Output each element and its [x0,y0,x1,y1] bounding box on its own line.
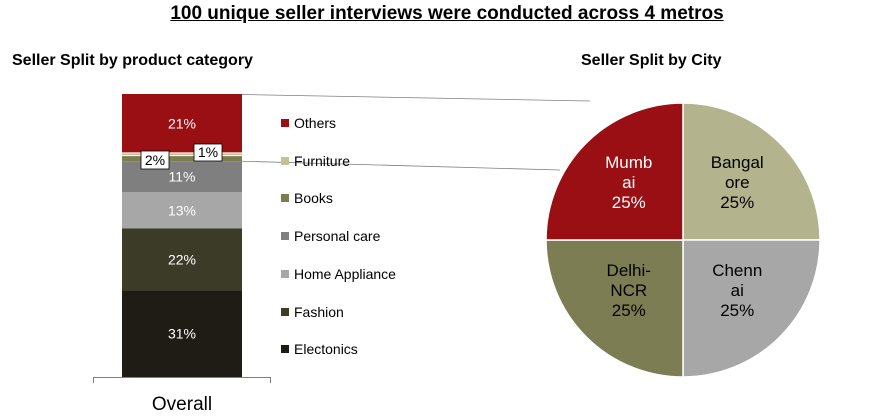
legend-label: Electonics [294,341,358,358]
legend-label: Fashion [294,303,344,320]
legend-item-electonics: Electonics [281,339,358,359]
pie-label-mumbai: Mumb ai 25% [605,153,652,212]
pie-slice-mumbai [545,102,684,241]
legend-label: Home Appliance [294,265,396,282]
pie-slice-chennai [682,239,821,378]
legend-swatch [281,345,289,354]
legend-swatch [281,194,289,203]
pie-label-chennai: Chenn ai 25% [712,261,762,320]
pie-slice-bangalore [682,102,821,241]
legend-item-fashion: Fashion [281,302,344,322]
bar-segment-books [122,155,242,162]
bar-segment-others [122,94,242,153]
connector-line-bottom [241,160,561,171]
data-label-others: 21% [168,115,196,131]
pie-slice-delhi-ncr [545,239,684,378]
data-label-personal-care: 11% [169,169,196,185]
data-label-furniture: 1% [198,144,218,160]
bar-segment-electonics [122,290,242,377]
x-tick-label: Overall [152,394,212,415]
legend-swatch [281,119,289,127]
legend-label: Furniture [294,152,351,169]
bar-segment-furniture [122,152,242,156]
legend-item-furniture: Furniture [281,151,350,171]
legend-item-personal-care: Personal care [281,226,380,246]
legend-swatch [281,269,289,278]
bar-chart-title: Seller Split by product category [12,52,253,69]
bar-segment-fashion [122,228,242,291]
data-label-box-books [140,150,170,170]
pie-label-bangalore: Bangal ore 25% [711,153,764,212]
legend-label: Books [294,190,333,207]
data-label-fashion: 22% [168,251,196,267]
data-label-electonics: 31% [168,326,196,342]
connector-line-top [241,94,591,102]
legend-swatch [281,307,289,316]
bar-segment-home-appliance [122,192,242,229]
page-title: 100 unique seller interviews were conduc… [170,3,724,24]
data-label-home-appliance: 13% [168,202,196,218]
pie-chart-title: Seller Split by City [581,52,722,69]
legend-item-home-appliance: Home Appliance [281,264,396,284]
data-label-box-furniture [193,143,223,162]
legend-swatch [281,156,289,165]
legend-item-others: Others [281,113,336,133]
data-label-books: 2% [145,152,165,168]
legend-swatch [281,232,289,241]
pie-label-delhi-ncr: Delhi-NCR 25% [607,261,651,320]
legend-item-books: Books [281,188,333,208]
legend-label: Others [294,115,337,131]
legend-label: Personal care [294,228,381,245]
